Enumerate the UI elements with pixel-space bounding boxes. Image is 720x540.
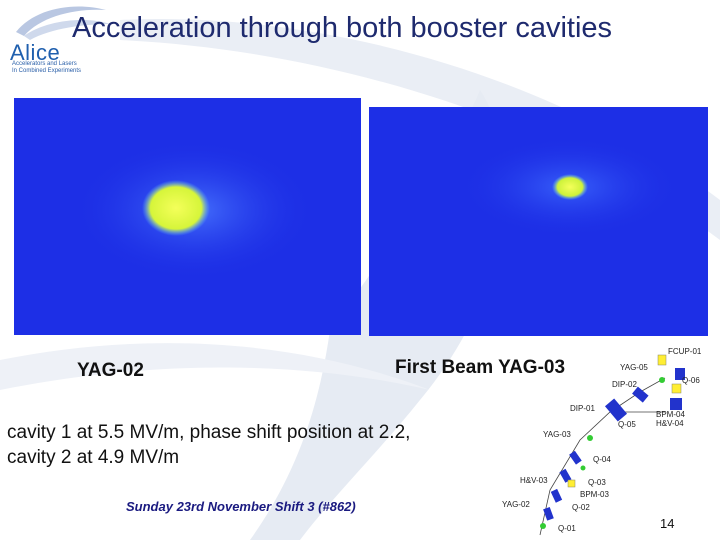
hv03-shape xyxy=(567,479,576,488)
quad-q01-shape xyxy=(543,506,554,521)
bl-label-q04: Q-04 xyxy=(593,455,611,464)
beam-path xyxy=(539,377,666,536)
logo-subtitle-line1: Accelerators and Lasers xyxy=(12,61,77,67)
yag03-marker xyxy=(587,435,593,441)
quad-q04-shape xyxy=(569,450,582,465)
bpm04-shape xyxy=(671,383,682,394)
quad-q03-shape xyxy=(559,468,572,483)
page-number: 14 xyxy=(660,516,675,531)
alice-logo xyxy=(16,6,110,40)
quad-q05-shape xyxy=(670,398,682,410)
bl-label-q06: Q-06 xyxy=(682,376,700,385)
fcup-shape xyxy=(657,354,667,366)
cavity-line-1: cavity 1 at 5.5 MV/m, phase shift positi… xyxy=(7,422,411,443)
bl-label-fcup01: FCUP-01 xyxy=(668,347,702,356)
beam-image-yag02 xyxy=(14,98,361,335)
yag05-marker xyxy=(659,377,665,383)
bl-label-dip01: DIP-01 xyxy=(570,404,595,413)
bl-label-dip02: DIP-02 xyxy=(612,380,637,389)
dipole-dip01-shape xyxy=(604,398,628,422)
yag02-marker xyxy=(540,523,546,529)
bl-label-yag05: YAG-05 xyxy=(620,363,648,372)
bl-label-bpm04: BPM-04 xyxy=(656,410,685,419)
quad-q06-shape xyxy=(675,368,685,380)
bl-label-q05: Q-05 xyxy=(618,420,636,429)
bl-label-q01: Q-01 xyxy=(558,524,576,533)
bl-label-hv03: H&V-03 xyxy=(520,476,548,485)
image-label-yag02: YAG-02 xyxy=(77,360,144,381)
bl-label-bpm03: BPM-03 xyxy=(580,490,609,499)
image-label-yag03: First Beam YAG-03 xyxy=(395,357,566,378)
quad-q02-shape xyxy=(550,488,563,503)
q04-marker xyxy=(580,465,586,471)
shift-note: Sunday 23rd November Shift 3 (#862) xyxy=(126,499,356,514)
beam-image-yag03 xyxy=(369,107,708,336)
bl-label-q03: Q-03 xyxy=(588,478,606,487)
dipole-dip02-shape xyxy=(632,386,649,403)
beamline-diagram: FCUP-01 YAG-05 Q-06 DIP-02 DIP-01 BPM-04… xyxy=(502,347,702,536)
logo-subtitle: Accelerators and Lasers In Combined Expe… xyxy=(12,61,81,75)
bl-label-yag03: YAG-03 xyxy=(543,430,571,439)
logo-subtitle-line2: In Combined Experiments xyxy=(12,68,82,74)
cavity-line-2: cavity 2 at 4.9 MV/m xyxy=(7,447,180,468)
bl-label-q02: Q-02 xyxy=(572,503,590,512)
bl-label-yag02: YAG-02 xyxy=(502,500,530,509)
slide-title: Acceleration through both booster caviti… xyxy=(72,12,613,44)
logo-wordmark: Alice xyxy=(10,40,61,65)
cavity-settings-text: cavity 1 at 5.5 MV/m, phase shift positi… xyxy=(7,420,410,470)
bl-label-hv04: H&V-04 xyxy=(656,419,684,428)
